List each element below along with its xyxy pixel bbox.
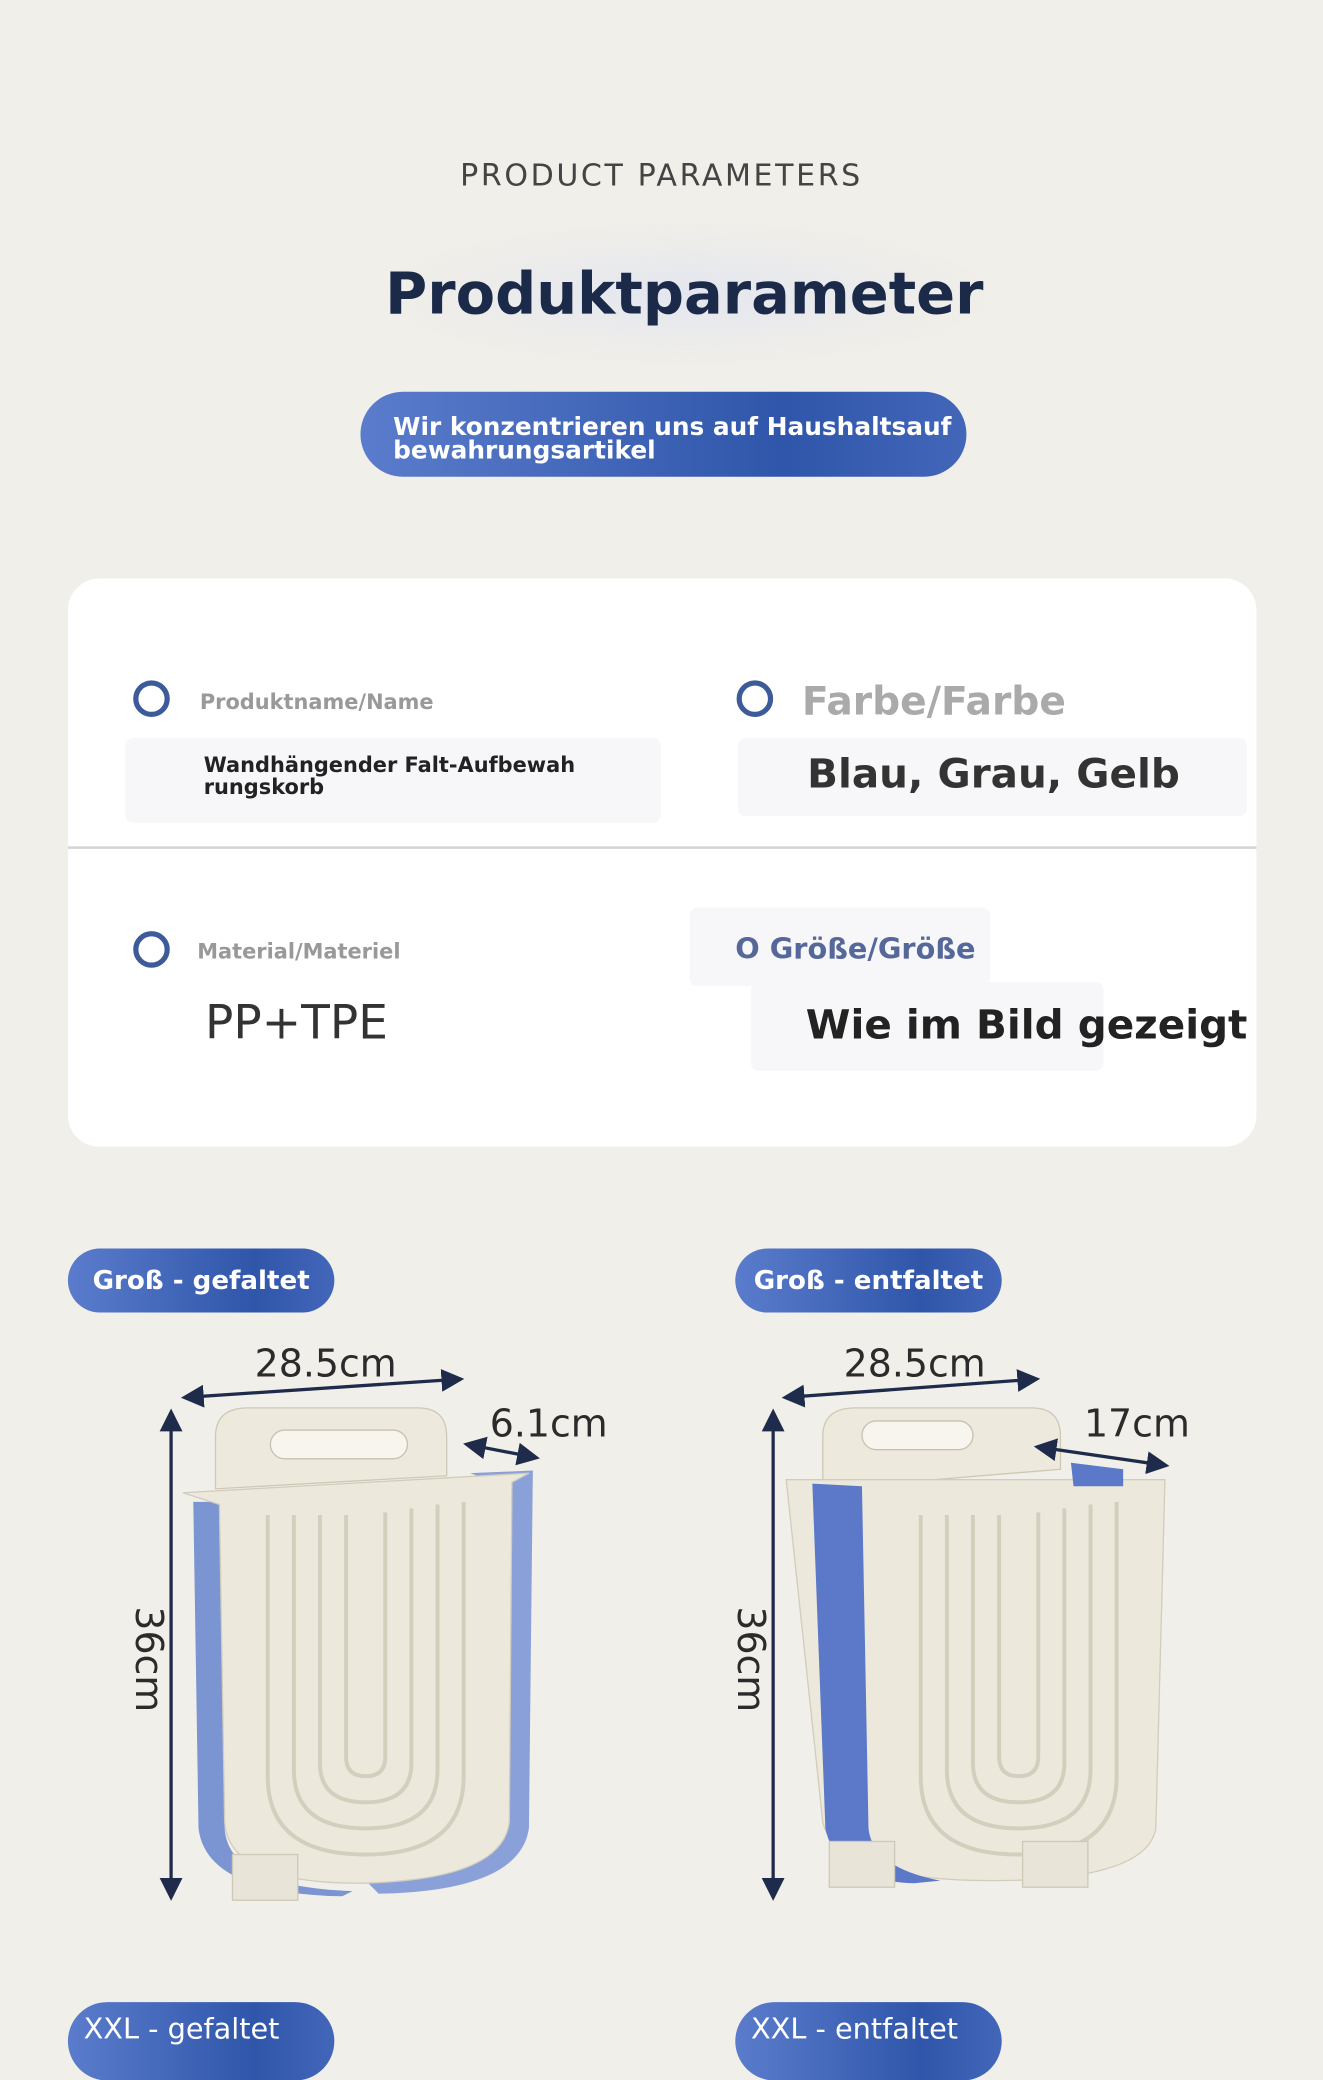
bullet bbox=[133, 680, 170, 717]
bullet bbox=[133, 931, 170, 968]
hook bbox=[828, 1840, 896, 1888]
depth-label: 17cm bbox=[1084, 1402, 1190, 1446]
tagline-line: Wir konzentrieren uns auf Haushaltsauf bbox=[393, 412, 952, 442]
blue-band bbox=[1070, 1462, 1124, 1487]
value-box bbox=[750, 982, 1104, 1071]
param-label: Material/Materiel bbox=[197, 939, 401, 964]
divider bbox=[67, 846, 1257, 849]
value-box bbox=[125, 737, 661, 823]
variant-label: Groß - gefaltet bbox=[92, 1264, 310, 1296]
value-box bbox=[737, 737, 1248, 817]
tagline-line: bewahrungsartikel bbox=[393, 436, 656, 465]
basket-unfolded bbox=[761, 1369, 1170, 1901]
height-label: 36cm bbox=[127, 1606, 171, 1712]
depth-label: 6.1cm bbox=[490, 1402, 608, 1446]
param-value: Wandhängender Falt-Aufbewah bbox=[203, 752, 576, 778]
variant-label: Groß - entfaltet bbox=[753, 1264, 984, 1296]
variant-pill: Groß - entfaltet bbox=[735, 1248, 1002, 1313]
variant-label: XXL - gefaltet bbox=[83, 2013, 280, 2047]
param-value: Blau, Grau, Gelb bbox=[807, 750, 1180, 798]
variant-label: XXL - entfaltet bbox=[750, 2013, 959, 2047]
title-glow bbox=[378, 222, 993, 366]
handle-slot bbox=[861, 1420, 974, 1451]
product-figures: 28.5cm 6.1cm 36cm 28.5cm 17cm 36cm bbox=[127, 1342, 1190, 1901]
handle-slot bbox=[269, 1429, 409, 1460]
eyebrow: PRODUCT PARAMETERS bbox=[460, 159, 863, 194]
param-value: PP+TPE bbox=[205, 996, 388, 1051]
label-box bbox=[689, 907, 990, 987]
param-value: Wie im Bild gezeigt bbox=[805, 1001, 1248, 1049]
depth-arrow bbox=[463, 1436, 540, 1466]
param-label: Farbe/Farbe bbox=[801, 679, 1066, 725]
basket-folded bbox=[159, 1368, 540, 1901]
param-label: Produktname/Name bbox=[199, 689, 434, 715]
width-label: 28.5cm bbox=[844, 1342, 986, 1386]
height-label: 36cm bbox=[729, 1606, 773, 1712]
param-value: rungskorb bbox=[203, 774, 325, 800]
depth-arrow bbox=[1033, 1438, 1170, 1475]
blue-band bbox=[812, 1483, 941, 1884]
blue-band bbox=[193, 1501, 353, 1897]
bullet bbox=[736, 680, 774, 717]
hook bbox=[231, 1853, 299, 1901]
width-label: 28.5cm bbox=[255, 1342, 397, 1386]
title: Produktparameter bbox=[385, 261, 984, 328]
hook bbox=[1021, 1840, 1089, 1888]
variant-pill: XXL - entfaltet bbox=[735, 2002, 1002, 2080]
width-arrow bbox=[781, 1369, 1041, 1408]
grooves bbox=[918, 1501, 1119, 1857]
grooves bbox=[265, 1501, 466, 1857]
width-arrow bbox=[180, 1368, 465, 1408]
variant-pill: XXL - gefaltet bbox=[67, 2002, 335, 2080]
param-label: O Größe/Größe bbox=[735, 933, 976, 967]
blue-band bbox=[365, 1470, 533, 1894]
variant-pill: Groß - gefaltet bbox=[67, 1248, 335, 1313]
tagline-pill: Wir konzentrieren uns auf Haushaltsauf b… bbox=[360, 391, 967, 477]
basket-body bbox=[182, 1472, 530, 1884]
